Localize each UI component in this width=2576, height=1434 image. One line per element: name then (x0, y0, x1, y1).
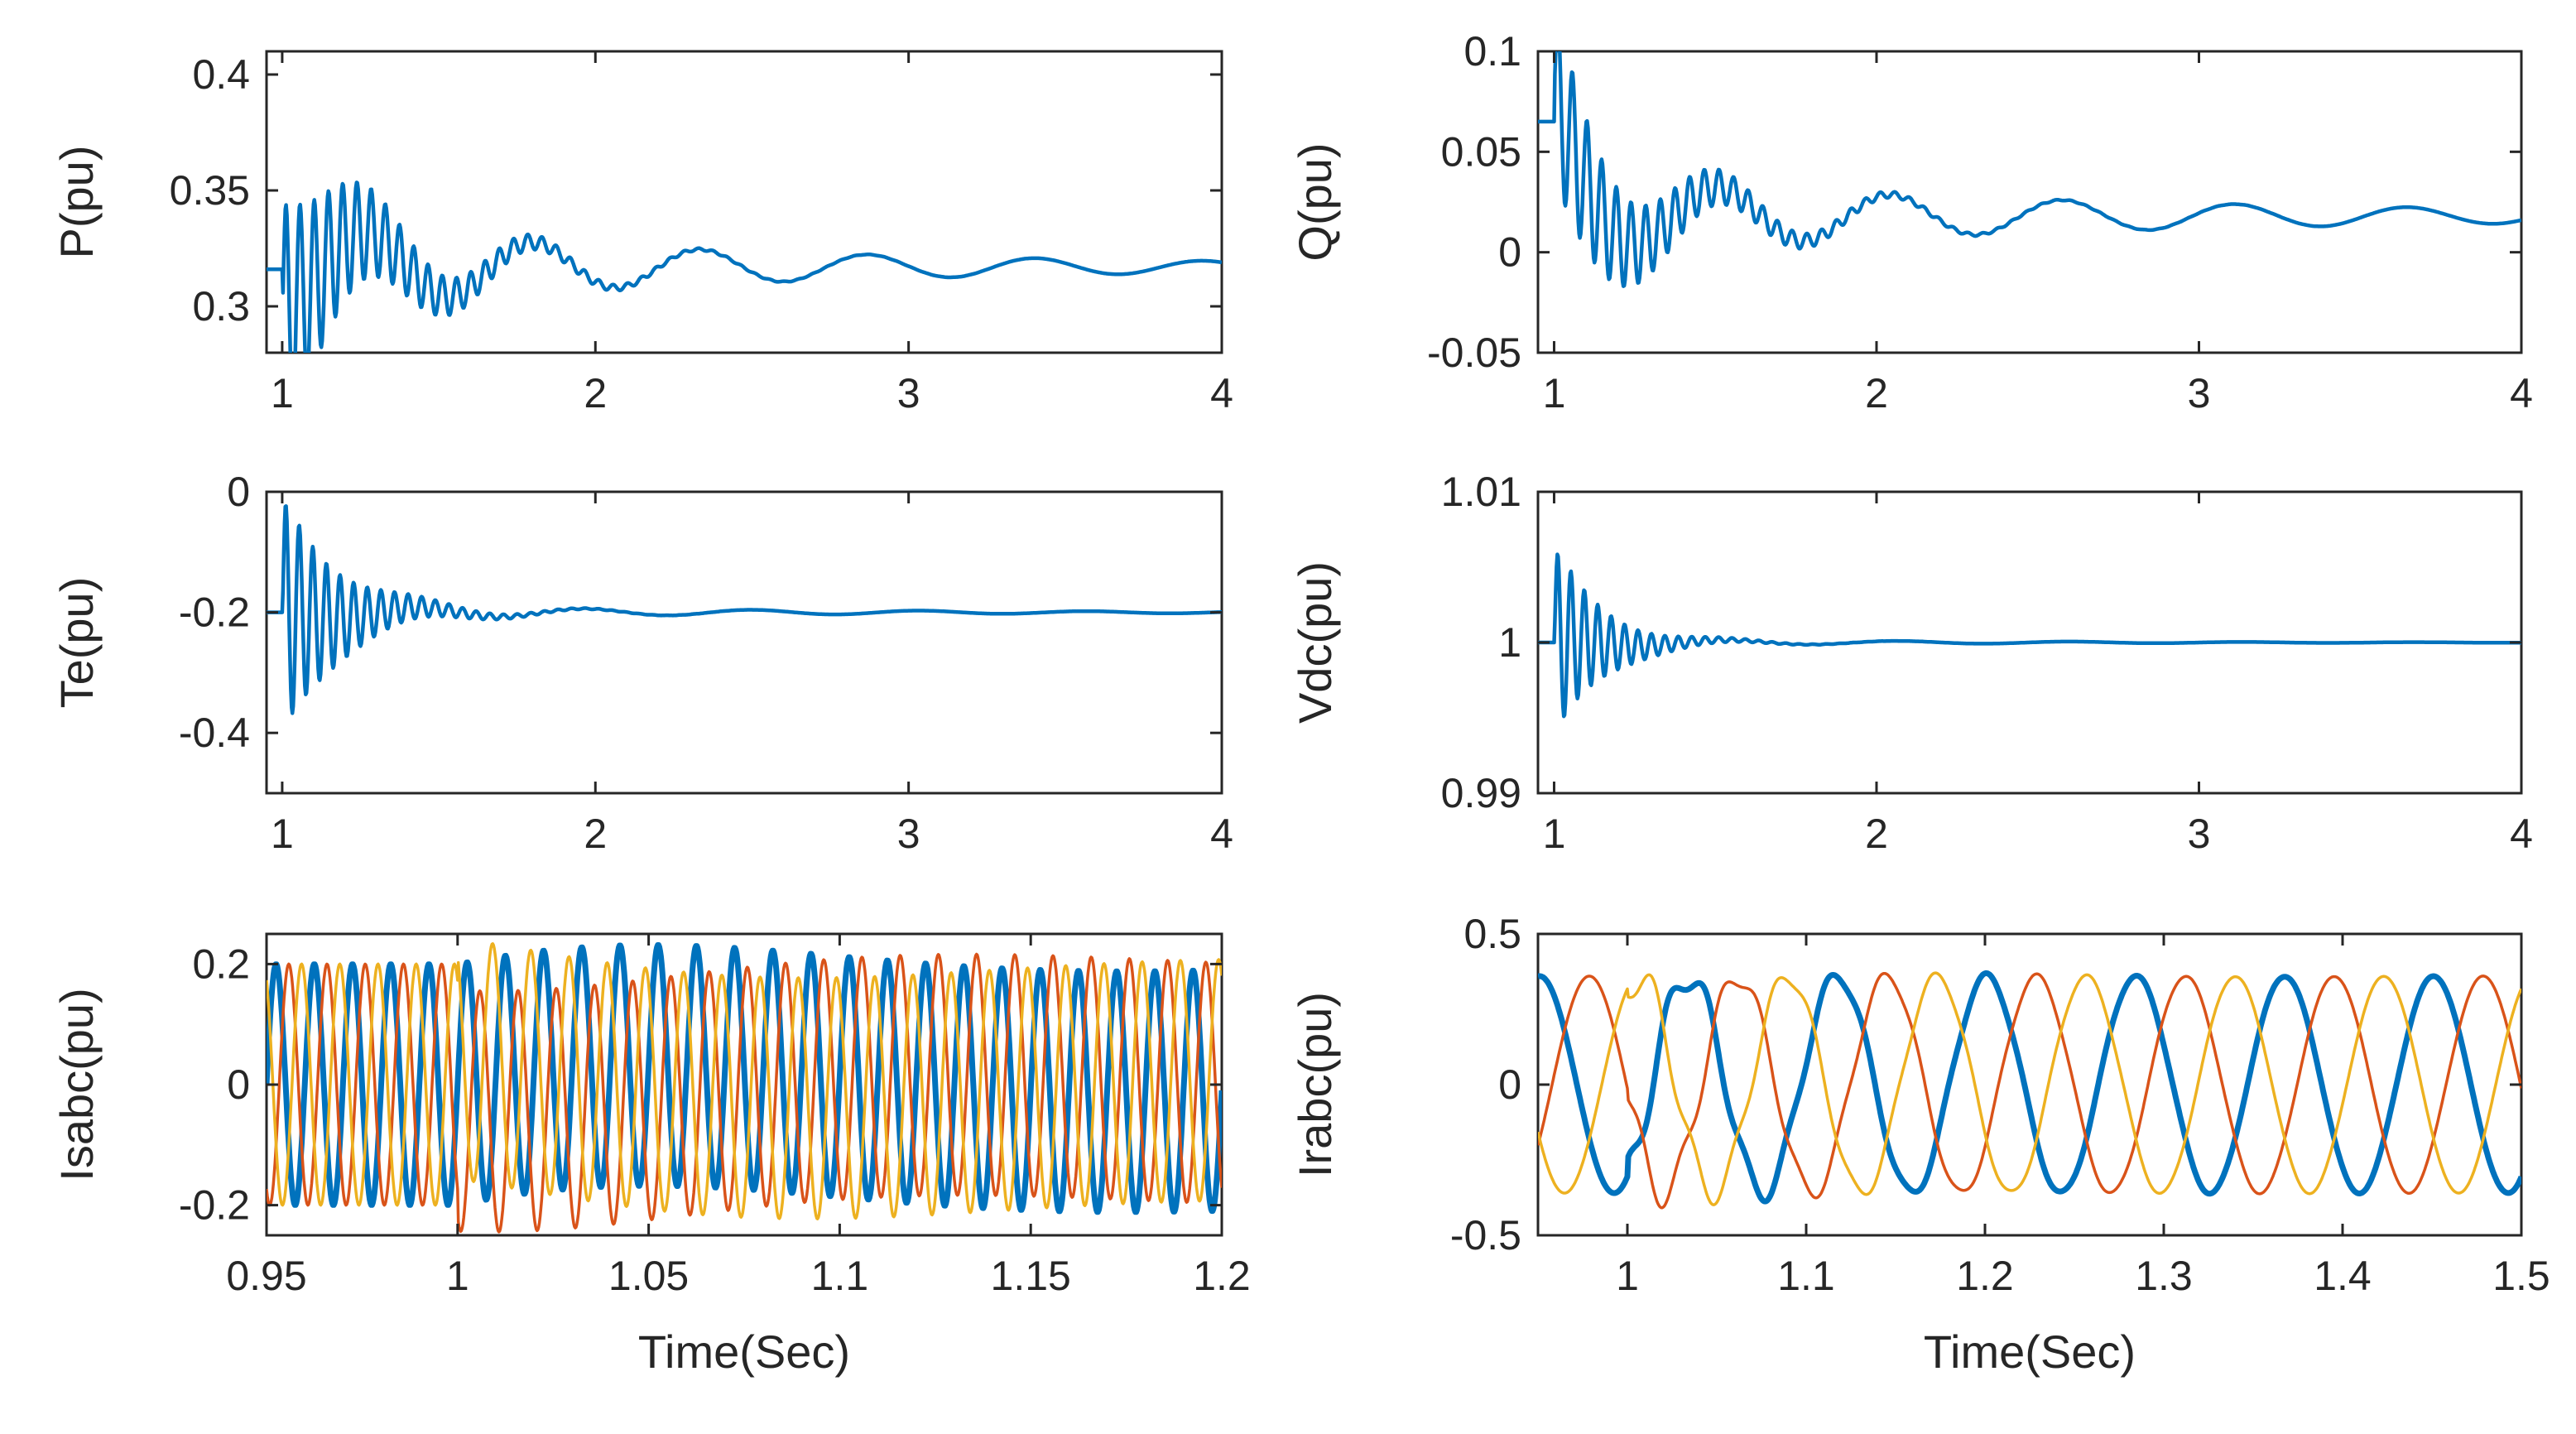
xtick-label-Irabc: 1.5 (2492, 1253, 2550, 1299)
subplot-Te: 1 2 3 4 -0.4 -0.2 0 Te(pu) (50, 469, 1233, 857)
xtick-label-Vdc: 3 (2188, 811, 2211, 857)
xtick-label-Isabc: 1.1 (811, 1253, 869, 1299)
ytick-label-Te: -0.4 (179, 710, 250, 756)
xtick-label-P: 1 (271, 370, 294, 416)
ytick-label-Irabc: 0.5 (1463, 911, 1521, 957)
xtick-label-Te: 3 (897, 811, 920, 857)
ytick-label-Isabc: -0.2 (179, 1182, 250, 1229)
ytick-label-P: 0.35 (170, 167, 250, 214)
subplots: 1 2 3 4 0.3 0.35 0.4 P(pu) 1 2 3 4 -0.05 0 0.05 0.1 Q(pu… (50, 28, 2550, 1378)
series-Te (267, 504, 1222, 715)
xtick-label-Irabc: 1.4 (2314, 1253, 2372, 1299)
xtick-label-Q: 1 (1543, 370, 1566, 416)
ytick-label-P: 0.4 (192, 51, 250, 98)
subplot-P: 1 2 3 4 0.3 0.35 0.4 P(pu) (50, 50, 1233, 416)
ytick-label-Te: 0 (227, 469, 250, 515)
xtick-label-Te: 4 (1210, 811, 1233, 857)
series-Irb (1538, 971, 2521, 1210)
xlabel-Irabc: Time(Sec) (1924, 1326, 2136, 1378)
xtick-label-Irabc: 1.2 (1956, 1253, 2014, 1299)
xtick-label-Irabc: 1.3 (2135, 1253, 2193, 1299)
ytick-label-Q: 0.1 (1463, 28, 1521, 75)
ylabel-Isabc: Isabc(pu) (50, 988, 103, 1181)
xtick-label-Q: 2 (1865, 370, 1888, 416)
ytick-label-Vdc: 0.99 (1441, 770, 1521, 816)
ytick-label-Irabc: -0.5 (1450, 1212, 1521, 1258)
ytick-label-P: 0.3 (192, 283, 250, 330)
xtick-label-Vdc: 1 (1543, 811, 1566, 857)
xtick-label-Irabc: 1.1 (1777, 1253, 1835, 1299)
series-Q (1538, 51, 2521, 288)
xlabel-Isabc: Time(Sec) (638, 1326, 850, 1378)
ytick-label-Te: -0.2 (179, 589, 250, 636)
series-Isa (267, 942, 1222, 1215)
ytick-label-Isabc: 0 (227, 1061, 250, 1108)
ylabel-Vdc: Vdc(pu) (1289, 561, 1341, 724)
xtick-label-Q: 3 (2188, 370, 2211, 416)
subplot-Vdc: 1 2 3 4 0.99 1 1.01 Vdc(pu) (1289, 469, 2533, 857)
series-Isc (267, 942, 1222, 1220)
xtick-label-P: 4 (1210, 370, 1233, 416)
ylabel-Irabc: Irabc(pu) (1289, 992, 1341, 1177)
ytick-label-Vdc: 1.01 (1441, 469, 1521, 515)
xtick-label-Isabc: 0.95 (226, 1253, 306, 1299)
xtick-label-Isabc: 1.2 (1193, 1253, 1251, 1299)
ytick-label-Isabc: 0.2 (192, 941, 250, 987)
xtick-label-Q: 4 (2510, 370, 2533, 416)
axes-frame-P (265, 50, 1223, 354)
xtick-label-Te: 2 (584, 811, 607, 857)
series-P (267, 180, 1222, 353)
subplot-Irabc: 1 1.1 1.2 1.3 1.4 1.5 -0.5 0 0.5 Irabc(pu) Time(Se… (1289, 911, 2550, 1378)
xtick-label-Irabc: 1 (1616, 1253, 1639, 1299)
ytick-label-Irabc: 0 (1498, 1061, 1521, 1108)
xtick-label-Vdc: 2 (1865, 811, 1888, 857)
xtick-label-P: 2 (584, 370, 607, 416)
xtick-label-Isabc: 1 (446, 1253, 469, 1299)
xtick-label-Isabc: 1.15 (991, 1253, 1071, 1299)
axes-frame-Te (265, 490, 1223, 795)
ylabel-P: P(pu) (50, 146, 103, 259)
subplot-Q: 1 2 3 4 -0.05 0 0.05 0.1 Q(pu) (1289, 28, 2533, 416)
ytick-label-Q: 0 (1498, 229, 1521, 276)
axes-frame-Q (1536, 50, 2523, 354)
xtick-label-P: 3 (897, 370, 920, 416)
series-Vdc (1538, 552, 2521, 719)
xtick-label-Isabc: 1.05 (608, 1253, 689, 1299)
ylabel-Q: Q(pu) (1289, 142, 1341, 261)
ytick-label-Vdc: 1 (1498, 619, 1521, 666)
ytick-label-Q: -0.05 (1427, 330, 1521, 376)
series-Isb (267, 952, 1222, 1234)
ytick-label-Q: 0.05 (1441, 128, 1521, 175)
xtick-label-Vdc: 4 (2510, 811, 2533, 857)
series-Ira (1538, 970, 2521, 1205)
series-Irc (1538, 971, 2521, 1206)
ylabel-Te: Te(pu) (50, 577, 103, 709)
xtick-label-Te: 1 (271, 811, 294, 857)
subplot-Isabc: 0.95 1 1.05 1.1 1.15 1.2 -0.2 0 0.2 Isabc(pu) Time… (50, 932, 1251, 1378)
